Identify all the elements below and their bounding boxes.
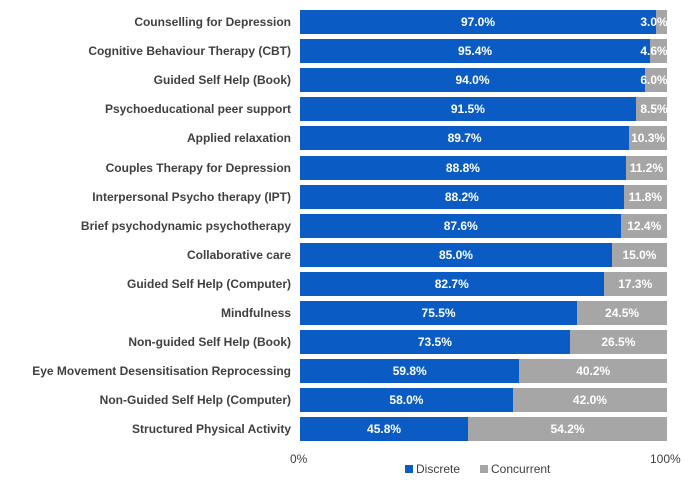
bar-discrete <box>300 68 645 93</box>
x-tick-0: 0% <box>290 452 308 466</box>
bar-concurrent <box>603 271 667 296</box>
bar-concurrent <box>569 330 667 355</box>
data-label-discrete: 45.8% <box>367 422 402 437</box>
data-label-concurrent: 17.3% <box>618 276 653 291</box>
category-label: Non-Guided Self Help (Computer) <box>99 393 291 408</box>
legend-item-concurrent: Concurrent <box>480 462 550 476</box>
category-label: Structured Physical Activity <box>132 422 291 437</box>
data-label-discrete: 85.0% <box>438 247 473 262</box>
x-tick-100: 100% <box>650 452 681 466</box>
bar-discrete <box>300 388 513 413</box>
category-label: Brief psychodynamic psychotherapy <box>80 218 291 233</box>
bar-concurrent <box>623 184 667 209</box>
bar-discrete <box>300 417 469 442</box>
bar-concurrent <box>625 155 667 180</box>
category-label: Counselling for Depression <box>134 15 291 29</box>
data-label-discrete: 58.0% <box>389 393 424 408</box>
category-label: Guided Self Help (Book) <box>153 73 291 88</box>
bar-discrete <box>300 126 630 151</box>
bar-concurrent <box>629 126 667 151</box>
category-label: Mindfulness <box>220 306 291 320</box>
category-label: Guided Self Help (Computer) <box>126 276 291 291</box>
data-label-discrete: 73.5% <box>417 335 452 350</box>
data-label-concurrent: 12.4% <box>627 218 662 233</box>
data-label-discrete: 87.6% <box>443 218 478 233</box>
bar-concurrent <box>655 10 667 34</box>
bar-concurrent <box>621 213 667 238</box>
category-label: Interpersonal Psycho therapy (IPT) <box>92 189 291 204</box>
data-label-concurrent: 40.2% <box>576 364 611 379</box>
category-label: Couples Therapy for Depression <box>105 160 291 175</box>
data-label-discrete: 88.2% <box>444 189 479 204</box>
category-label: Collaborative care <box>186 247 291 262</box>
category-label: Psychoeducational peer support <box>104 102 291 117</box>
data-label-concurrent: 15.0% <box>622 247 657 262</box>
category-label: Applied relaxation <box>186 131 291 146</box>
bar-discrete <box>300 10 656 34</box>
bar-discrete <box>300 213 622 238</box>
data-label-discrete: 89.7% <box>447 131 482 146</box>
bar-concurrent <box>519 359 667 384</box>
bar-concurrent <box>468 417 667 442</box>
data-label-discrete: 59.8% <box>392 364 427 379</box>
bar-discrete <box>300 359 520 384</box>
legend-label-concurrent: Concurrent <box>491 462 551 476</box>
bar-discrete <box>300 242 612 267</box>
category-label: Non-guided Self Help (Book) <box>128 335 291 350</box>
bar-concurrent <box>635 97 667 122</box>
data-label-concurrent: 3.0% <box>640 15 668 29</box>
data-label-concurrent: 10.3% <box>631 131 666 146</box>
bar-discrete <box>300 301 578 325</box>
data-label-concurrent: 42.0% <box>572 393 607 408</box>
data-label-concurrent: 6.0% <box>640 73 668 88</box>
data-label-discrete: 95.4% <box>458 44 493 59</box>
bar-concurrent <box>512 388 667 413</box>
data-label-concurrent: 54.2% <box>550 422 585 437</box>
bar-discrete <box>300 155 626 180</box>
bar-discrete <box>300 184 624 209</box>
legend-swatch-concurrent <box>480 465 489 473</box>
bar-concurrent <box>644 68 667 93</box>
bar-discrete <box>300 330 570 355</box>
bar-concurrent <box>577 301 667 325</box>
data-label-concurrent: 11.2% <box>629 160 664 175</box>
bar-discrete <box>300 97 636 122</box>
legend-item-discrete: Discrete <box>405 462 460 476</box>
legend-label-discrete: Discrete <box>416 462 461 476</box>
bar-discrete <box>300 39 651 64</box>
data-label-concurrent: 8.5% <box>640 102 668 117</box>
data-label-discrete: 75.5% <box>421 306 456 320</box>
bar-discrete <box>300 271 604 296</box>
legend: Discrete Concurrent <box>405 462 570 476</box>
data-label-concurrent: 26.5% <box>601 335 636 350</box>
data-label-concurrent: 11.8% <box>628 189 663 204</box>
data-label-discrete: 94.0% <box>455 73 490 88</box>
data-label-discrete: 88.8% <box>445 160 480 175</box>
category-label: Cognitive Behaviour Therapy (CBT) <box>88 44 291 59</box>
legend-swatch-discrete <box>405 465 413 473</box>
category-label: Eye Movement Desensitisation Reprocessin… <box>32 364 291 379</box>
data-label-discrete: 97.0% <box>460 15 495 29</box>
data-label-concurrent: 4.6% <box>640 44 668 59</box>
data-label-discrete: 82.7% <box>434 276 469 291</box>
bar-concurrent <box>611 242 667 267</box>
bar-concurrent <box>650 39 667 64</box>
data-label-concurrent: 24.5% <box>605 306 640 320</box>
data-label-discrete: 91.5% <box>450 102 485 117</box>
